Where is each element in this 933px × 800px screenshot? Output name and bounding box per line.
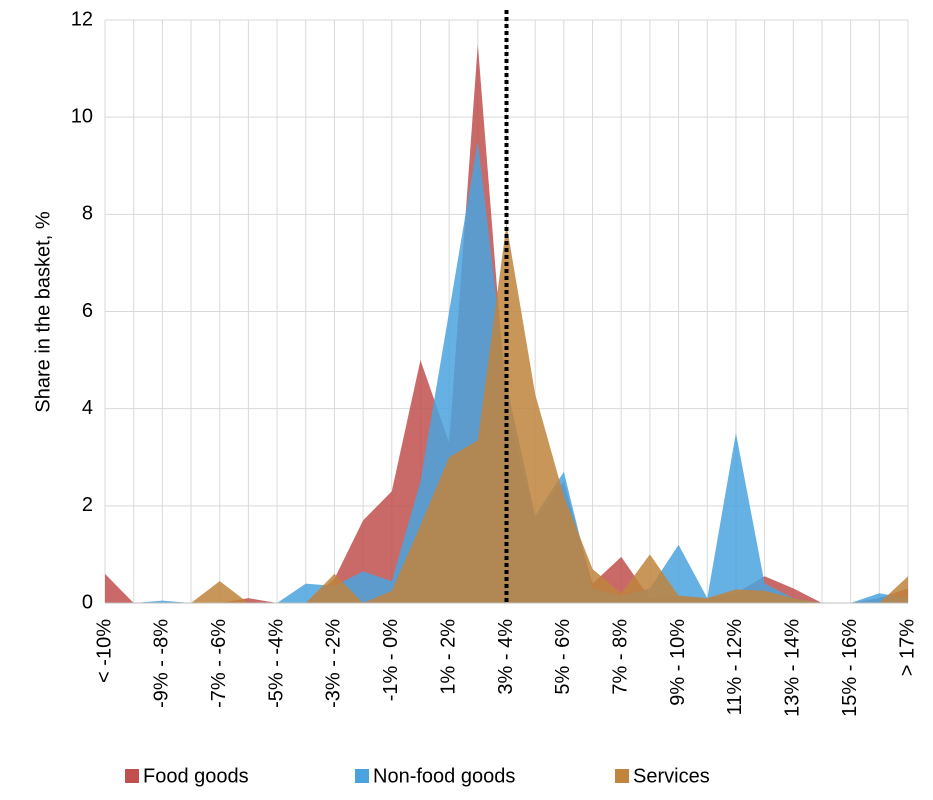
x-tick-label: -9% - -8% bbox=[151, 619, 173, 708]
x-tick-label: -3% - -2% bbox=[323, 619, 345, 708]
x-tick-label: 7% - 8% bbox=[609, 619, 631, 695]
x-tick-label: 9% - 10% bbox=[667, 619, 689, 706]
area bbox=[105, 224, 908, 604]
x-tick-label: 5% - 6% bbox=[552, 619, 574, 695]
y-tick-label: 12 bbox=[71, 8, 93, 30]
y-tick-label: 6 bbox=[82, 300, 93, 322]
x-tick-label: -7% - -6% bbox=[208, 619, 230, 708]
legend-swatch bbox=[615, 769, 629, 783]
x-tick-label: 1% - 2% bbox=[437, 619, 459, 695]
y-tick-label: 2 bbox=[82, 494, 93, 516]
y-axis-label: Share in the basket, % bbox=[32, 211, 54, 412]
legend-label: Food goods bbox=[143, 765, 249, 787]
y-tick-label: 8 bbox=[82, 203, 93, 225]
y-tick-label: 10 bbox=[71, 105, 93, 127]
x-tick-label: < -10% bbox=[93, 619, 115, 683]
y-tick-label: 0 bbox=[82, 591, 93, 613]
x-tick-label: 3% - 4% bbox=[495, 619, 517, 695]
legend-label: Non-food goods bbox=[373, 765, 515, 787]
x-tick-label: 13% - 14% bbox=[782, 619, 804, 717]
y-tick-label: 4 bbox=[82, 397, 93, 419]
legend-swatch bbox=[355, 769, 369, 783]
x-tick-label: -1% - 0% bbox=[380, 619, 402, 701]
x-tick-label: > 17% bbox=[896, 619, 918, 676]
legend-label: Services bbox=[633, 765, 710, 787]
x-tick-label: 11% - 12% bbox=[724, 619, 746, 716]
x-tick-label: -5% - -4% bbox=[265, 619, 287, 708]
x-tick-label: 15% - 16% bbox=[839, 619, 861, 717]
legend-swatch bbox=[125, 769, 139, 783]
